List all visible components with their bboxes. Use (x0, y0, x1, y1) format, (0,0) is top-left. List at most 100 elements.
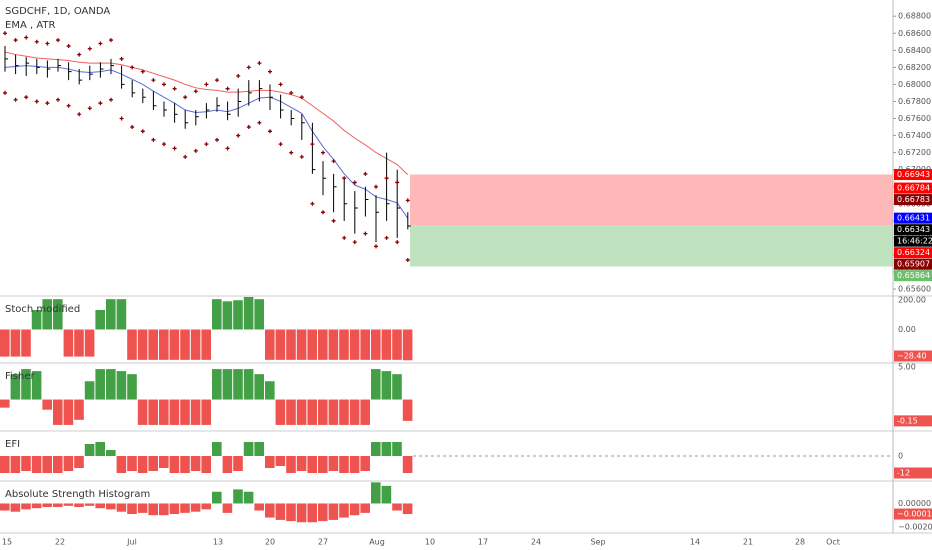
price-bar (152, 91, 157, 110)
histogram-bar (42, 503, 52, 507)
atr-dot (98, 41, 103, 46)
histogram-bar (212, 369, 222, 400)
atr-dot (246, 125, 251, 130)
histogram-bar (286, 329, 296, 360)
atr-dot (193, 148, 198, 153)
histogram-bar (127, 329, 137, 360)
date-label: 15 (2, 538, 12, 547)
date-label: 28 (795, 538, 805, 547)
histogram-bar (0, 329, 10, 357)
price-tag-label: 0.66324 (897, 248, 930, 257)
atr-dot (24, 35, 29, 40)
price-bar (121, 65, 125, 89)
histogram-bar (137, 399, 148, 425)
panel-title: Absolute Strength Histogram (5, 489, 150, 500)
histogram-bar (360, 329, 370, 360)
atr-dot (3, 31, 7, 36)
atr-dot (204, 142, 209, 147)
price-tick-label: 0.67400 (898, 131, 931, 140)
histogram-bar (180, 399, 190, 425)
date-label: 20 (265, 538, 275, 547)
histogram-bar (95, 442, 105, 456)
price-tick-label: 0.68000 (898, 80, 931, 89)
price-bar (386, 152, 390, 221)
price-bar (89, 65, 93, 81)
price-tag (894, 212, 932, 224)
price-tag (894, 270, 932, 282)
histogram-bar (381, 371, 392, 400)
price-bar (364, 186, 369, 217)
histogram-bar (159, 456, 169, 468)
histogram-bar (190, 329, 201, 360)
price-bar (258, 80, 263, 102)
histogram-bar (0, 399, 10, 408)
atr-dot (257, 120, 262, 125)
atr-dot (56, 97, 60, 102)
histogram-bar (95, 369, 105, 400)
histogram-bar (349, 503, 360, 516)
atr-dot (215, 137, 219, 142)
histogram-bar (84, 503, 95, 506)
atr-dot (268, 69, 272, 74)
atr-dot (109, 38, 113, 43)
histogram-bar (265, 329, 275, 360)
price-tag-label: 0.65864 (897, 271, 930, 280)
price-tag (894, 258, 932, 270)
price-bar (407, 212, 411, 230)
atr-dot (321, 210, 325, 215)
price-bar (333, 173, 337, 213)
atr-dot (13, 38, 18, 43)
histogram-bar (21, 329, 31, 357)
atr-dot (363, 171, 368, 176)
atr-dot (151, 137, 156, 142)
histogram-bar (402, 456, 413, 473)
atr-dot (384, 235, 389, 240)
histogram-bar (254, 374, 264, 400)
histogram-bar (10, 503, 21, 512)
histogram-bar (180, 456, 190, 473)
histogram-bar (169, 456, 180, 473)
histogram-bar (116, 456, 127, 473)
histogram-bar (254, 299, 264, 330)
histogram-bar (254, 442, 264, 456)
histogram-bar (31, 371, 42, 400)
price-tag (894, 247, 932, 259)
histogram-bar (148, 329, 158, 360)
histogram-bar (116, 371, 127, 400)
histogram-bar (159, 503, 169, 516)
indicator-legend: EMA , ATR (5, 20, 55, 31)
panel-title: Fisher (5, 371, 36, 382)
atr-dot (352, 180, 357, 185)
histogram-bar (233, 489, 243, 504)
histogram-bar (307, 329, 317, 360)
atr-dot (321, 150, 325, 155)
histogram-bar (84, 444, 95, 456)
histogram-bar (328, 503, 339, 520)
histogram-bar (265, 503, 275, 518)
price-bar (343, 178, 348, 221)
histogram-bar (286, 399, 296, 425)
panel-axis-label: 0 (898, 452, 903, 461)
atr-dot (140, 129, 145, 134)
atr-dot (278, 142, 283, 147)
histogram-bar (212, 491, 222, 504)
histogram-bar (95, 503, 105, 509)
price-tag (894, 235, 932, 247)
histogram-bar (275, 503, 286, 520)
histogram-bar (53, 399, 63, 425)
histogram-bar (307, 503, 317, 523)
price-bar (36, 58, 40, 75)
histogram-bar (360, 456, 370, 471)
histogram-bar (148, 456, 158, 471)
histogram-bar (53, 503, 63, 507)
atr-dot (140, 69, 145, 74)
panel-tag (894, 415, 932, 427)
price-tag (894, 224, 932, 236)
atr-dot (310, 142, 315, 147)
price-bar (46, 60, 51, 78)
histogram-bar (222, 301, 233, 330)
atr-dot (268, 129, 272, 134)
atr-dot (77, 112, 82, 117)
price-tick-label: 0.68200 (898, 63, 931, 72)
